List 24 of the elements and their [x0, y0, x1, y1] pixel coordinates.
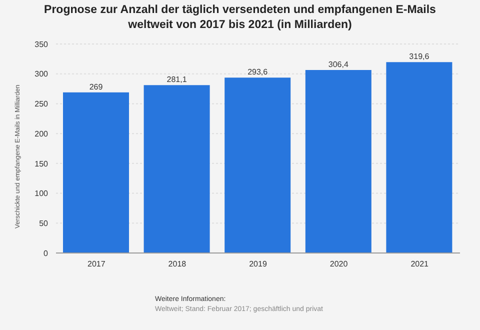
y-tick-label: 50 — [39, 218, 49, 228]
y-tick-label: 0 — [44, 248, 49, 258]
y-tick-label: 250 — [34, 100, 49, 109]
x-tick-label: 2017 — [88, 260, 106, 269]
x-tick-label: 2019 — [249, 260, 268, 269]
x-tick-label: 2018 — [168, 260, 187, 269]
data-label: 293,6 — [248, 68, 268, 77]
x-tick-label: 2021 — [410, 260, 430, 269]
bar — [305, 70, 372, 253]
y-tick-label: 150 — [34, 159, 49, 168]
y-tick-label: 350 — [34, 40, 49, 49]
data-label: 306,4 — [328, 60, 349, 70]
data-label: 319,6 — [409, 52, 430, 62]
bar — [386, 62, 452, 253]
chart-title: Prognose zur Anzahl der täglich versendeten und empfangenen E-Mails weltweit von 2017 bis 2021 (in Milliarden) — [43, 3, 437, 33]
y-tick-label: 200 — [34, 129, 49, 138]
x-tick-label: 2020 — [330, 260, 348, 269]
y-tick-label: 300 — [34, 70, 49, 79]
bar — [224, 78, 291, 253]
data-label: 281,1 — [166, 75, 188, 84]
y-tick-label: 100 — [34, 189, 49, 198]
bar — [144, 85, 210, 253]
bar — [63, 92, 129, 253]
data-label: 269 — [89, 82, 104, 92]
